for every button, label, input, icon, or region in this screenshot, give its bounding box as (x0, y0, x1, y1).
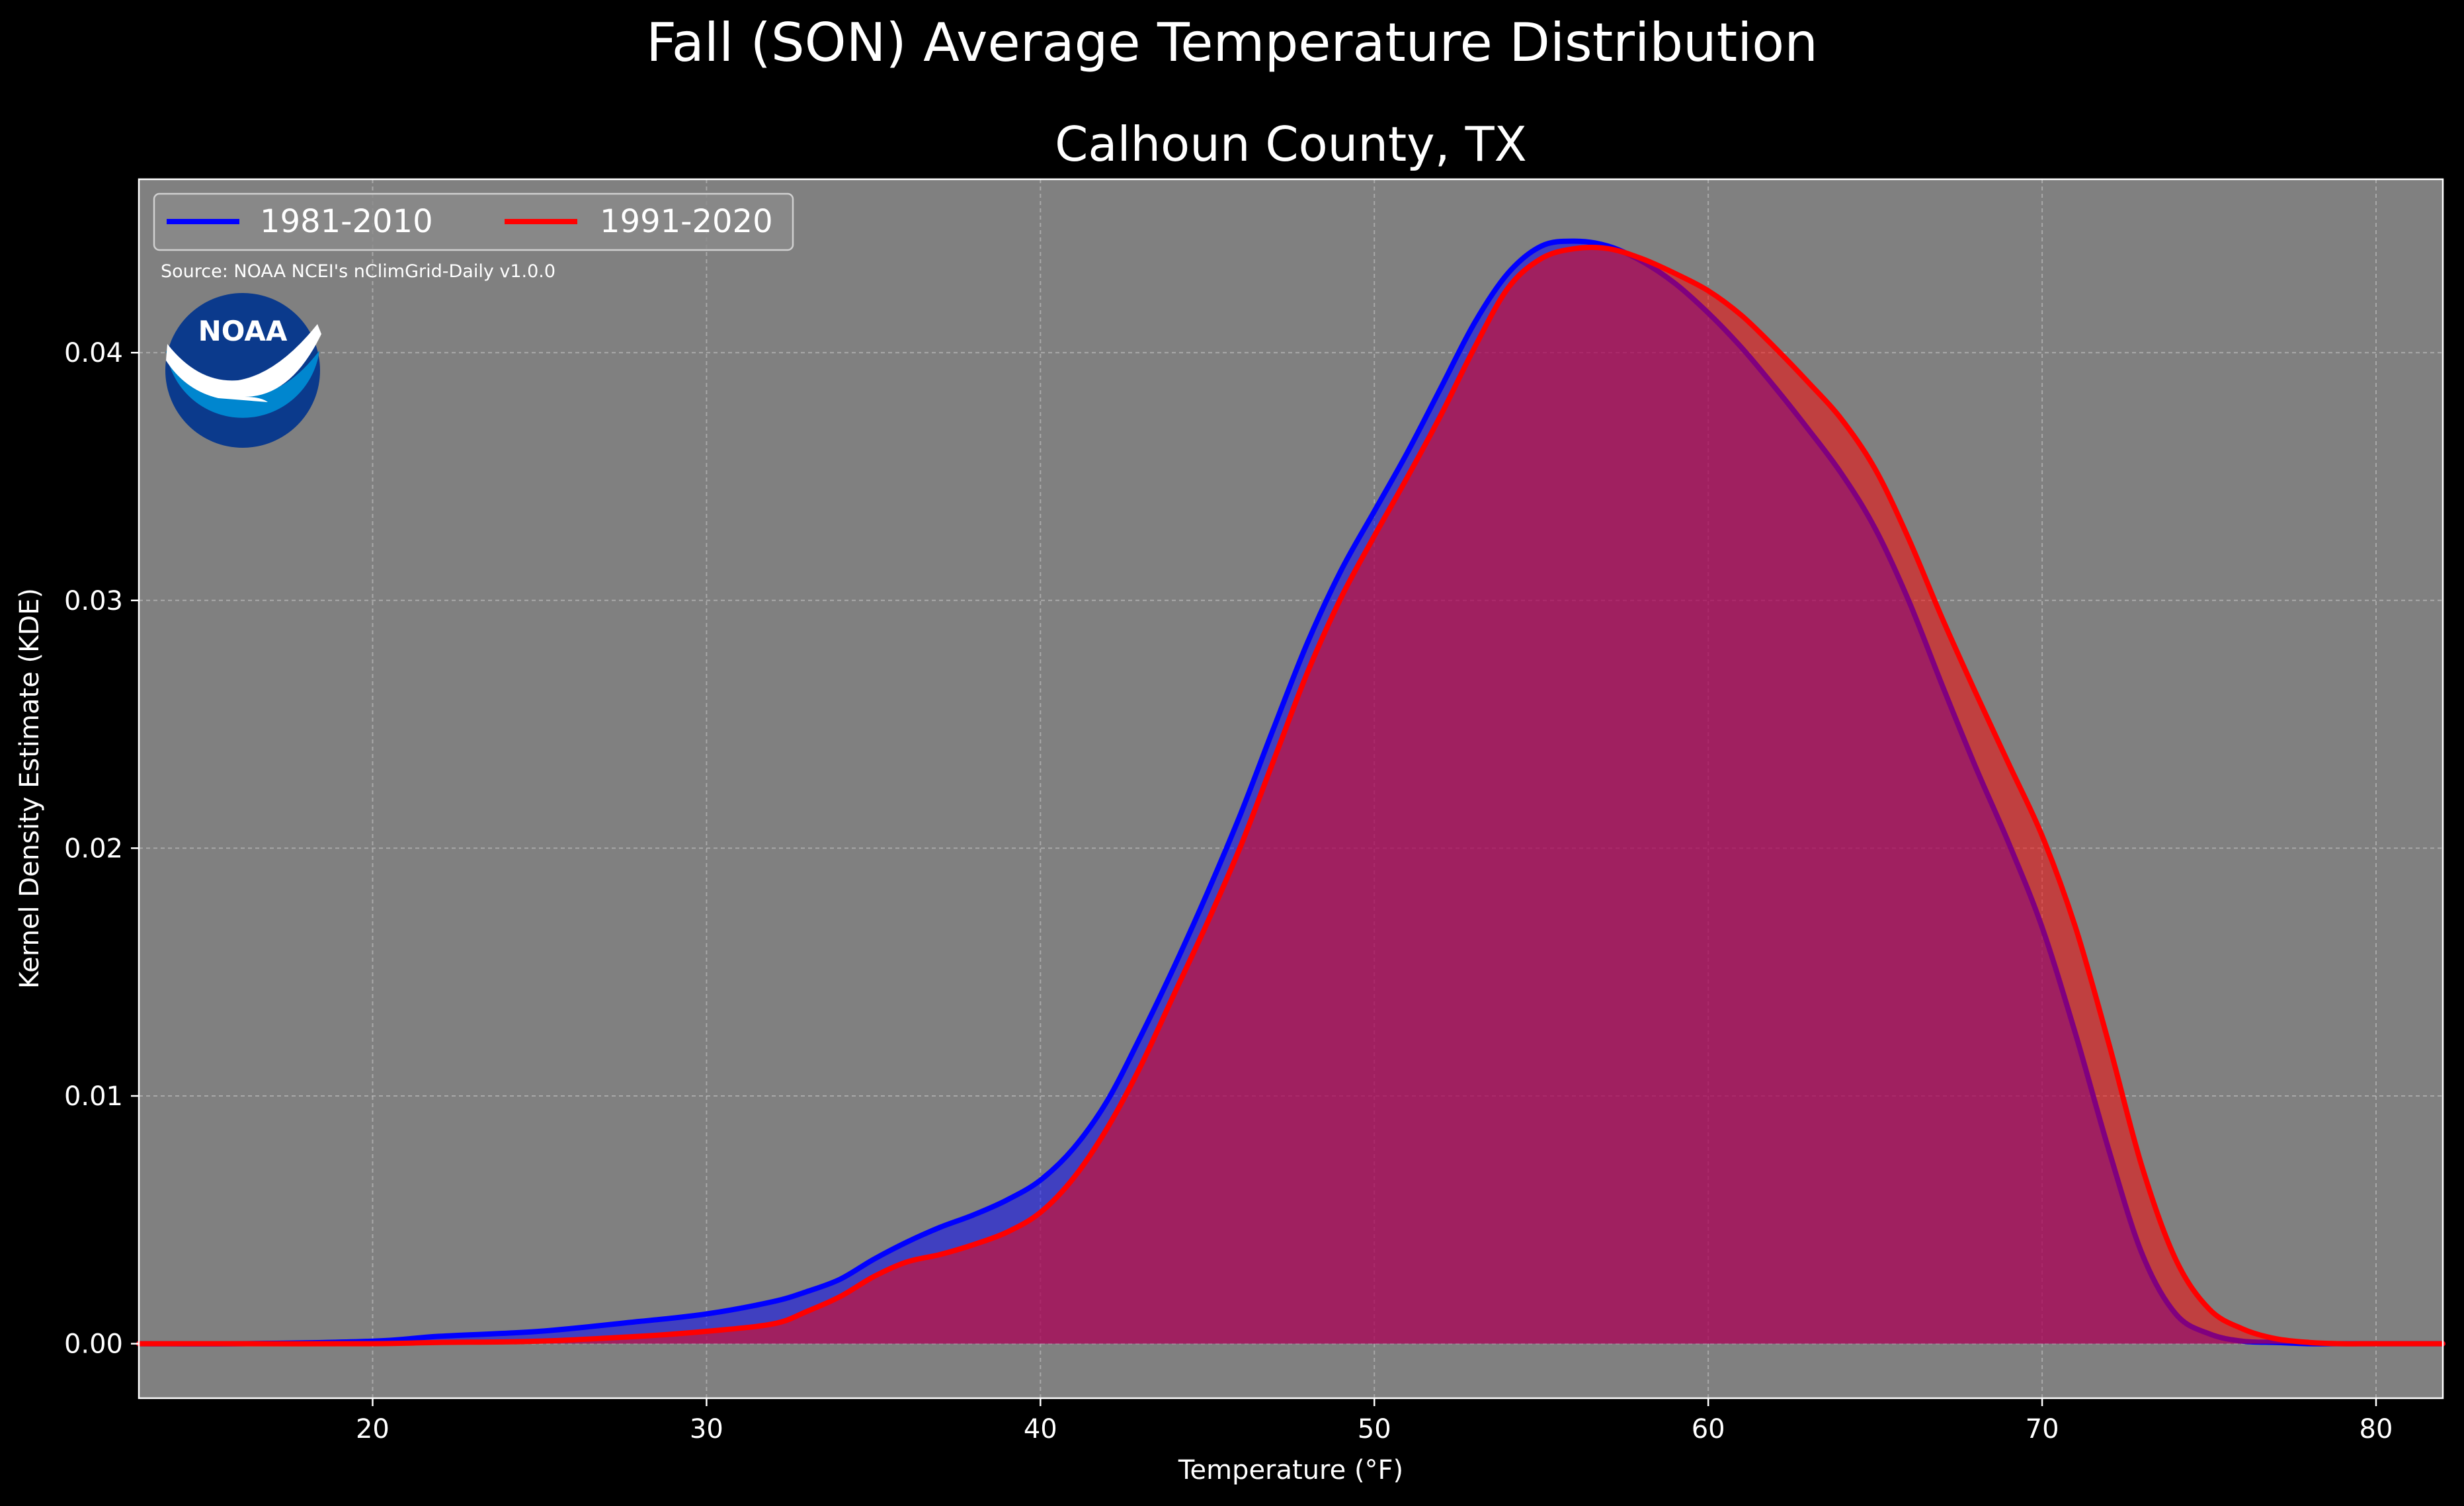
axis-ticks: 20 30 40 50 60 70 80 0.00 0.01 0.02 0.03 0.04 (64, 338, 2393, 1444)
x-tick-label: 80 (2360, 1414, 2393, 1444)
chart-title: Calhoun County, TX (1055, 116, 1527, 172)
noaa-logo: NOAA (165, 293, 321, 448)
legend: 1981-2010 1991-2020 (153, 192, 794, 251)
legend-box (153, 192, 794, 251)
x-axis-label: Temperature (°F) (1178, 1455, 1403, 1485)
y-tick-label: 0.00 (64, 1329, 123, 1360)
source-note: Source: NOAA NCEI's nClimGrid-Daily v1.0… (161, 261, 555, 282)
x-tick-label: 50 (1358, 1414, 1391, 1444)
series-layer (136, 238, 2445, 1347)
plot-frame (138, 178, 2444, 1400)
x-tick-label: 60 (1692, 1414, 1725, 1444)
x-tick-label: 40 (1024, 1414, 1057, 1444)
series-area-1991-2020 (139, 247, 2443, 1344)
y-tick-label: 0.04 (64, 338, 123, 368)
x-tick-label: 70 (2026, 1414, 2059, 1444)
noaa-logo-dark (165, 293, 320, 448)
x-tick-label: 20 (356, 1414, 390, 1444)
y-tick-label: 0.01 (64, 1081, 123, 1112)
series-line-1991-2020 (136, 245, 2445, 1347)
noaa-logo-gull (166, 324, 321, 402)
legend-label-1991-2020: 1991-2020 (600, 203, 773, 240)
noaa-logo-text: NOAA (198, 315, 288, 347)
y-tick-label: 0.02 (64, 833, 123, 864)
noaa-logo-light (166, 351, 319, 418)
y-axis-label: Kernel Density Estimate (KDE) (15, 588, 45, 989)
y-tick-label: 0.03 (64, 586, 123, 616)
x-tick-label: 30 (690, 1414, 723, 1444)
chart-suptitle: Fall (SON) Average Temperature Distribut… (646, 12, 1818, 73)
legend-label-1981-2010: 1981-2010 (260, 203, 433, 240)
